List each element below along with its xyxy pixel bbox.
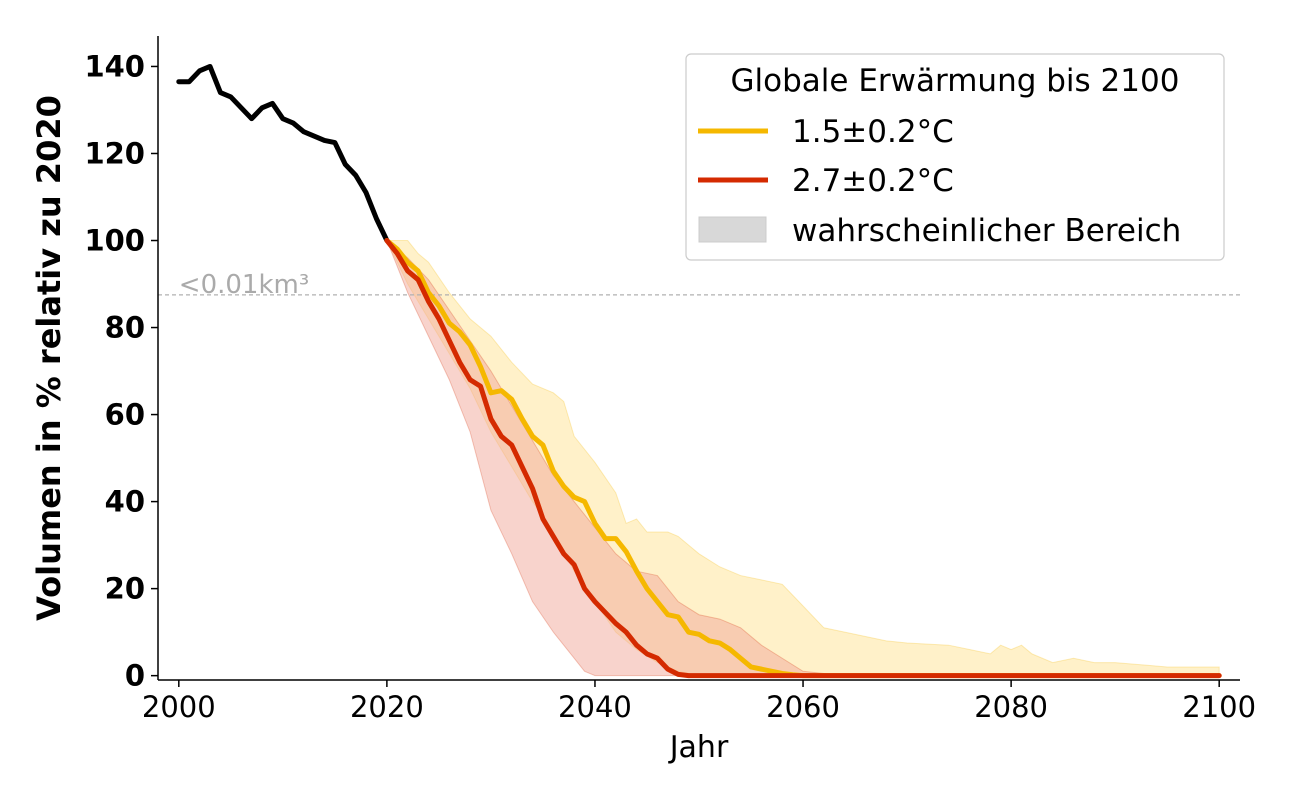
y-tick-label: 140 bbox=[84, 49, 145, 83]
series-lines bbox=[176, 63, 1222, 679]
x-tick-label: 2100 bbox=[1182, 690, 1256, 724]
legend-entry-range: wahrscheinlicher Bereich bbox=[792, 213, 1181, 249]
y-tick-label: 120 bbox=[84, 136, 145, 170]
y-tick-label: 100 bbox=[84, 224, 145, 258]
y-ticks: 0 20 40 60 80 100 120 140 bbox=[84, 49, 158, 693]
line-1502C bbox=[384, 238, 1222, 679]
x-tick-label: 2000 bbox=[142, 690, 216, 724]
x-tick-label: 2040 bbox=[558, 690, 632, 724]
y-tick-label: 40 bbox=[105, 485, 145, 519]
y-tick-label: 60 bbox=[105, 398, 145, 432]
line-historical bbox=[176, 63, 390, 244]
y-axis-label: Volumen in % relativ zu 2020 bbox=[30, 95, 68, 621]
legend-swatch-range bbox=[698, 216, 767, 243]
y-tick-label: 80 bbox=[105, 311, 145, 345]
legend-title: Globale Erwärmung bis 2100 bbox=[731, 63, 1180, 99]
axes bbox=[157, 36, 1240, 681]
threshold-label: <0.01km³ bbox=[179, 270, 309, 300]
x-axis-label: Jahr bbox=[668, 730, 729, 765]
legend-entry-1-5: 1.5±0.2°C bbox=[792, 114, 954, 150]
x-tick-label: 2060 bbox=[766, 690, 840, 724]
y-tick-label: 20 bbox=[105, 572, 145, 606]
x-tick-label: 2020 bbox=[350, 690, 424, 724]
x-tick-label: 2080 bbox=[974, 690, 1048, 724]
legend-frame bbox=[685, 53, 1225, 261]
uncertainty-bands bbox=[386, 240, 1220, 677]
line-2702C bbox=[384, 238, 1222, 679]
y-tick-label: 0 bbox=[125, 659, 145, 693]
legend: Globale Erwärmung bis 2100 1.5±0.2°C 2.7… bbox=[685, 53, 1225, 261]
legend-entry-2-7: 2.7±0.2°C bbox=[792, 163, 954, 199]
x-ticks: 2000 2020 2040 2060 2080 2100 bbox=[142, 680, 1256, 724]
